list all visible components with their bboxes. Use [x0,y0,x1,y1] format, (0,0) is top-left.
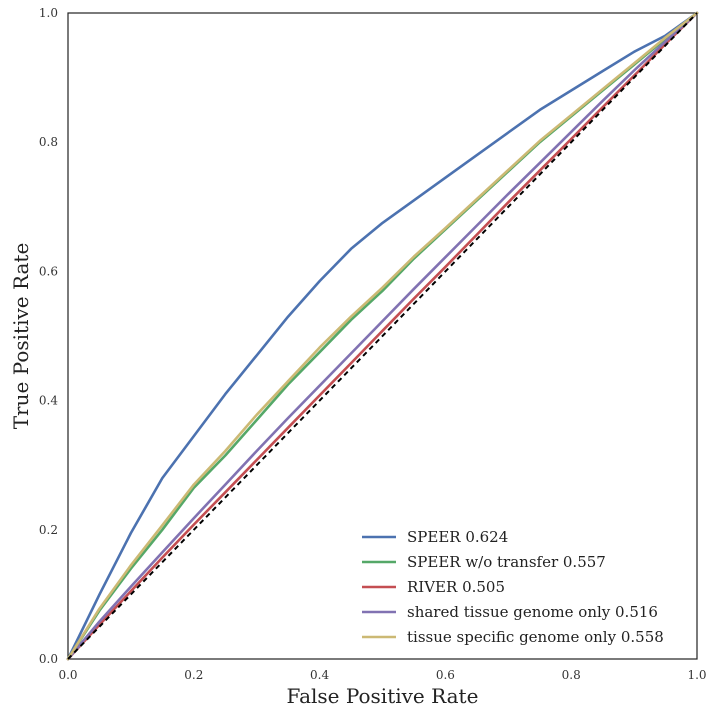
y-tick-label: 0.8 [39,135,58,149]
legend-label: tissue specific genome only 0.558 [407,628,664,646]
x-tick-label: 0.4 [310,668,329,682]
series-line-3 [66,11,699,661]
plot-area-frame [67,12,698,660]
y-tick-label: 0.6 [39,264,58,278]
x-tick-label: 0.8 [562,668,581,682]
x-axis-label: False Positive Rate [287,684,479,708]
legend-label: SPEER w/o transfer 0.557 [407,553,606,571]
x-tick-label: 0.2 [184,668,203,682]
x-tick-label: 1.0 [687,668,706,682]
y-axis-label: True Positive Rate [9,243,33,430]
legend-label: SPEER 0.624 [407,528,508,546]
y-tick-label: 0.4 [39,394,58,408]
series-lines [66,11,699,661]
y-tick-label: 1.0 [39,6,58,20]
legend-label: RIVER 0.505 [407,578,505,596]
axis-ticks: 0.0 0.2 0.4 0.6 0.8 1.0 0.0 0.2 0.4 0.6 0.8 1.0 [39,6,707,682]
reference-diagonal-line [67,12,698,660]
series-line-0 [66,11,699,661]
y-tick-label: 0.0 [39,652,58,666]
series-line-4 [66,11,699,661]
legend-label: shared tissue genome only 0.516 [407,603,658,621]
y-tick-label: 0.2 [39,523,58,537]
series-line-2 [66,11,699,661]
x-tick-label: 0.0 [58,668,77,682]
x-tick-label: 0.6 [436,668,455,682]
legend: SPEER 0.624 SPEER w/o transfer 0.557 RIVER… [362,528,664,646]
